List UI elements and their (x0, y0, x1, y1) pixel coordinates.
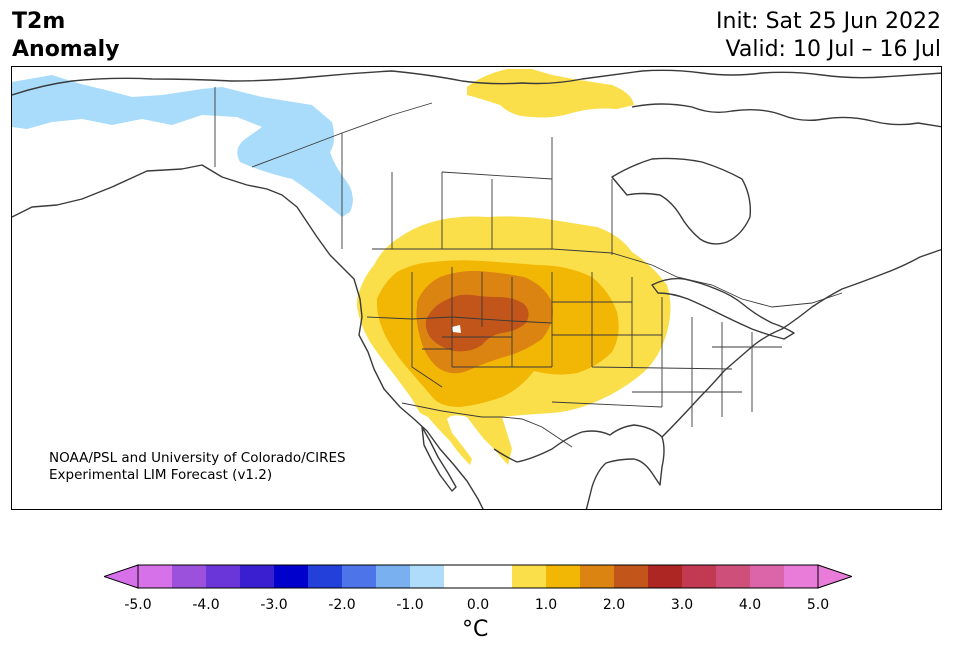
atlantic-coast (661, 248, 941, 438)
title-quantity: Anomaly (12, 37, 120, 62)
colorbar-cell (750, 565, 785, 588)
anomaly-fills (12, 69, 671, 465)
us-states-west (366, 267, 553, 388)
colorbar-unit: °C (462, 617, 488, 642)
political-borders (214, 87, 843, 448)
colorbar-tick-label: -5.0 (124, 597, 152, 613)
anomaly-arctic (467, 69, 634, 118)
anomaly-alaska (12, 75, 353, 217)
colorbar-cell (240, 565, 275, 588)
map-title: T2m Anomaly (12, 8, 119, 64)
colorbar-cell (410, 565, 445, 588)
colorbar-under-extension (102, 564, 139, 589)
colorbar-cell (274, 565, 309, 588)
gulf-of-mexico-coast (493, 424, 665, 509)
colorbar-cell (444, 565, 479, 588)
colorbar-cell (138, 565, 173, 588)
valid-range: Valid: 10 Jul – 16 Jul (725, 37, 941, 62)
arctic-islands (631, 103, 941, 128)
colorbar-tick-label: -3.0 (260, 597, 288, 613)
anomaly-map (11, 66, 942, 510)
colorbar-cell (648, 565, 683, 588)
colorbar-cell (478, 565, 513, 588)
map-credit: NOAA/PSL and University of Colorado/CIRE… (49, 450, 346, 484)
canada-provinces (251, 102, 613, 255)
init-date: Init: Sat 25 Jun 2022 (716, 9, 941, 34)
colorbar-tick-label: -2.0 (328, 597, 356, 613)
unit-text: °C (462, 617, 489, 642)
colorbar-cell (614, 565, 649, 588)
colorbar-cell (376, 565, 411, 588)
us-mexico-border (401, 402, 573, 448)
title-variable: T2m (12, 9, 66, 34)
colorbar-cell (682, 565, 717, 588)
colorbar-cell (546, 565, 581, 588)
colorbar-over-extension (817, 564, 854, 589)
coastlines (12, 69, 941, 509)
anomaly-us-dark-hole (452, 325, 461, 333)
baja-california (421, 426, 457, 492)
colorbar-cell (206, 565, 241, 588)
colorbar-outline (137, 564, 819, 589)
credit-line1: NOAA/PSL and University of Colorado/CIRE… (49, 450, 346, 466)
colorbar-tick-label: 4.0 (738, 597, 762, 613)
forecast-dates: Init: Sat 25 Jun 2022 Valid: 10 Jul – 16… (716, 8, 941, 64)
colorbar-tick-label: 1.0 (534, 597, 558, 613)
colorbar-canvas (102, 564, 854, 589)
colorbar-tick-label: 2.0 (602, 597, 626, 613)
colorbar-cell (784, 565, 819, 588)
colorbar-cell (342, 565, 377, 588)
colorbar-cell (172, 565, 207, 588)
colorbar-cell (512, 565, 547, 588)
colorbar (102, 564, 854, 594)
map-canvas (12, 69, 941, 509)
great-lakes (651, 277, 795, 340)
colorbar-tick-label: 3.0 (670, 597, 694, 613)
arctic-coast (12, 69, 941, 96)
colorbar-cell (308, 565, 343, 588)
colorbar-tick-label: -1.0 (396, 597, 424, 613)
credit-line2: Experimental LIM Forecast (v1.2) (49, 467, 273, 483)
colorbar-cells (138, 565, 819, 588)
colorbar-cell (716, 565, 751, 588)
us-states-east (551, 272, 782, 427)
us-canada-border (372, 248, 843, 308)
colorbar-tick-label: 5.0 (806, 597, 830, 613)
colorbar-cell (580, 565, 615, 588)
pacific-coast (12, 164, 484, 509)
colorbar-tick-label: 0.0 (466, 597, 490, 613)
colorbar-tick-label: -4.0 (192, 597, 220, 613)
hudson-bay (611, 157, 752, 245)
